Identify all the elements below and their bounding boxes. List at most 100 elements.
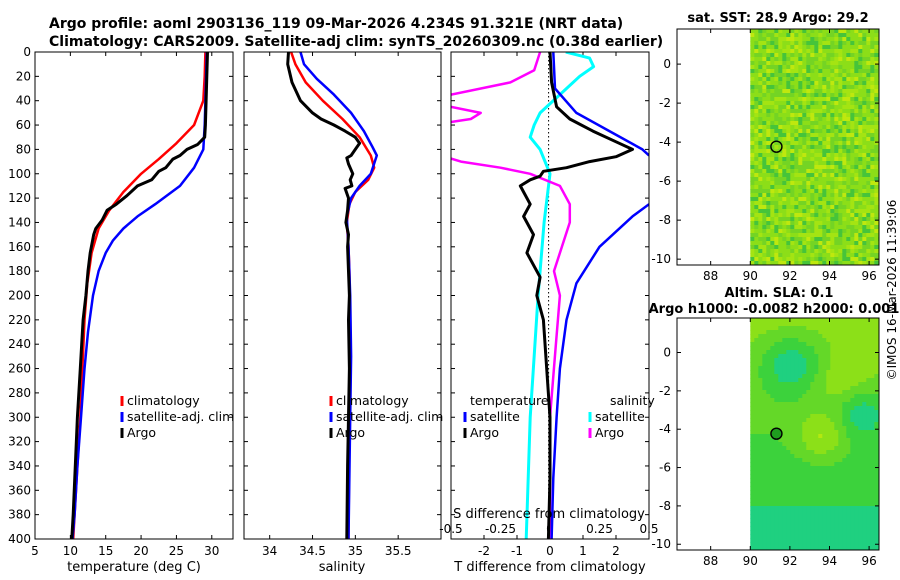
sla-cell xyxy=(754,478,759,483)
sst-cell xyxy=(870,133,875,138)
sst-cell xyxy=(750,213,755,218)
sst-cell xyxy=(774,69,779,74)
sla-cell xyxy=(786,466,791,471)
sla-cell xyxy=(790,318,795,323)
sla-cell xyxy=(866,462,871,467)
sst-cell xyxy=(782,101,787,106)
sla-cell xyxy=(810,478,815,483)
sla-cell xyxy=(766,398,771,403)
sla-cell xyxy=(754,318,759,323)
sst-cell xyxy=(814,201,819,206)
sla-cell xyxy=(818,418,823,423)
sst-cell xyxy=(806,145,811,150)
sla-cell xyxy=(758,338,763,343)
sla-cell xyxy=(790,530,795,535)
sla-cell xyxy=(842,382,847,387)
sla-cell xyxy=(842,402,847,407)
sla-cell xyxy=(778,378,783,383)
sst-cell xyxy=(810,181,815,186)
sst-cell xyxy=(862,89,867,94)
sla-cell xyxy=(830,478,835,483)
sla-cell xyxy=(790,330,795,335)
sst-cell xyxy=(862,173,867,178)
sst-cell xyxy=(762,85,767,90)
sst-cell xyxy=(758,81,763,86)
sst-cell xyxy=(786,257,791,262)
sla-cell xyxy=(810,470,815,475)
sla-cell xyxy=(778,394,783,399)
sst-cell xyxy=(866,89,871,94)
sst-cell xyxy=(794,173,799,178)
sst-cell xyxy=(802,221,807,226)
sla-cell xyxy=(798,386,803,391)
sla-cell xyxy=(790,446,795,451)
sla-cell xyxy=(750,494,755,499)
argo-location-marker xyxy=(770,140,783,153)
sla-cell xyxy=(782,446,787,451)
sla-cell xyxy=(858,370,863,375)
sla-cell xyxy=(778,530,783,535)
sla-cell xyxy=(770,370,775,375)
sla-cell xyxy=(854,530,859,535)
sla-cell xyxy=(802,410,807,415)
sst-cell xyxy=(838,153,843,158)
sst-cell xyxy=(854,213,859,218)
sst-cell xyxy=(766,101,771,106)
sst-cell xyxy=(846,205,851,210)
sla-cell xyxy=(818,474,823,479)
sla-cell xyxy=(806,414,811,419)
sla-cell xyxy=(842,546,847,550)
y-tick-label: 400 xyxy=(8,532,31,546)
sst-cell xyxy=(806,41,811,46)
sst-cell xyxy=(778,245,783,250)
sst-cell xyxy=(810,253,815,258)
sla-cell xyxy=(782,430,787,435)
sla-cell xyxy=(802,502,807,507)
sla-cell xyxy=(858,546,863,550)
sst-cell xyxy=(802,241,807,246)
sst-cell xyxy=(834,105,839,110)
sst-cell xyxy=(846,213,851,218)
sst-cell xyxy=(798,237,803,242)
sla-cell xyxy=(798,362,803,367)
sst-cell xyxy=(826,169,831,174)
sst-cell xyxy=(806,189,811,194)
sla-cell xyxy=(802,494,807,499)
sst-cell xyxy=(790,213,795,218)
sst-cell xyxy=(770,41,775,46)
sst-cell xyxy=(814,257,819,262)
sst-cell xyxy=(830,113,835,118)
sst-cell xyxy=(750,149,755,154)
sla-cell xyxy=(802,478,807,483)
sst-cell xyxy=(814,225,819,230)
y-tick-label: 100 xyxy=(8,167,31,181)
sst-cell xyxy=(866,157,871,162)
sla-cell xyxy=(758,490,763,495)
sst-cell xyxy=(862,153,867,158)
sla-cell xyxy=(798,374,803,379)
sst-cell xyxy=(766,261,771,265)
sla-cell xyxy=(862,390,867,395)
sla-cell xyxy=(870,498,875,503)
sla-cell xyxy=(846,342,851,347)
sst-cell xyxy=(798,53,803,58)
sst-cell xyxy=(798,261,803,265)
sla-cell xyxy=(762,542,767,547)
sst-cell xyxy=(826,213,831,218)
sst-cell xyxy=(826,225,831,230)
sla-cell xyxy=(758,434,763,439)
sla-cell xyxy=(766,498,771,503)
sst-cell xyxy=(770,109,775,114)
sst-cell xyxy=(794,149,799,154)
sla-cell xyxy=(802,538,807,543)
sla-cell xyxy=(786,390,791,395)
sst-cell xyxy=(790,161,795,166)
sla-cell xyxy=(758,478,763,483)
sla-cell xyxy=(854,502,859,507)
sst-cell xyxy=(858,245,863,250)
sla-cell xyxy=(854,402,859,407)
sst-cell xyxy=(750,193,755,198)
sst-cell xyxy=(830,37,835,42)
sla-cell xyxy=(838,522,843,527)
sst-cell xyxy=(854,45,859,50)
